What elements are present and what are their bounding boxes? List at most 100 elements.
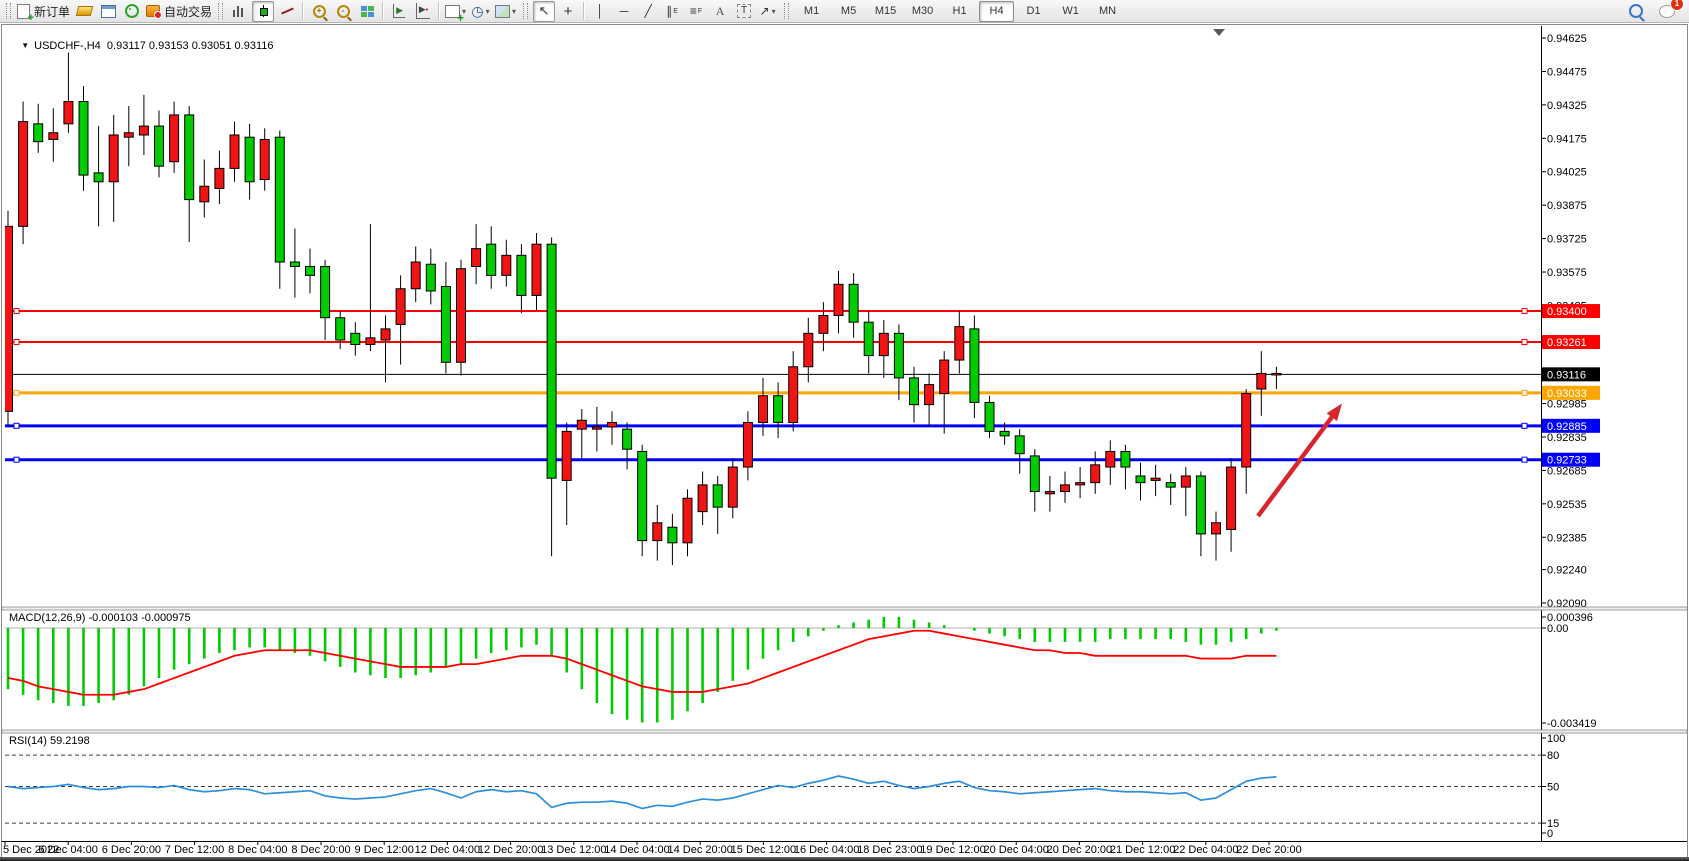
hline-handle[interactable]: [1521, 422, 1528, 429]
search-button[interactable]: [1625, 1, 1647, 22]
timeframe-w1-button[interactable]: W1: [1062, 4, 1079, 17]
text-icon: A: [715, 3, 725, 18]
trend-arrow-annotation[interactable]: [1256, 410, 1338, 518]
trend-arrow-head: [1326, 403, 1342, 422]
timeframe-m30-button[interactable]: M30: [911, 4, 934, 17]
symbol-collapse-icon[interactable]: ▼: [21, 41, 30, 50]
chart-shift-marker[interactable]: [1213, 29, 1225, 36]
zoom-out-button[interactable]: -: [332, 1, 354, 22]
trendline-button[interactable]: ╱: [637, 1, 659, 22]
chart-symbol-label: USDCHF-,H4: [34, 40, 101, 52]
periods-clock-icon: ◷: [471, 2, 484, 19]
zoom-out-icon: -: [336, 4, 352, 21]
bar-chart-icon: [233, 5, 245, 17]
svg-text:0.92835: 0.92835: [1547, 432, 1587, 444]
indicators-icon: +: [445, 4, 464, 24]
zoom-in-icon: +: [312, 4, 328, 21]
crosshair-button[interactable]: +: [557, 1, 579, 22]
indicators-button[interactable]: + ▾: [444, 1, 468, 24]
chart-canvas[interactable]: 0.94625 0.94475 0.94325 0.94175 0.94025 0.938…: [0, 24, 1689, 861]
toolbar-grip[interactable]: [218, 3, 224, 19]
toolbar-grip[interactable]: [784, 3, 790, 19]
hline-handle[interactable]: [1521, 389, 1528, 396]
toolbar-grip[interactable]: [523, 3, 529, 19]
svg-text:21 Dec 12:00: 21 Dec 12:00: [1110, 844, 1175, 856]
candles[interactable]: [4, 52, 1282, 566]
timeframe-m5-button[interactable]: M5: [840, 4, 857, 17]
templates-button[interactable]: ▾: [494, 1, 518, 22]
periods-button[interactable]: ◷ ▾: [470, 1, 492, 22]
channel-button[interactable]: ∥ E: [661, 1, 683, 22]
timeframe-h1-button[interactable]: H1: [952, 4, 967, 17]
vertical-line-button[interactable]: │: [589, 1, 611, 22]
timeframe-h4-button[interactable]: H4: [979, 0, 1015, 22]
new-order-button[interactable]: + 新订单: [16, 1, 71, 23]
svg-text:0.93033: 0.93033: [1547, 388, 1587, 400]
equidistant-channel-icon: ∥: [666, 4, 673, 18]
horizontal-level-lines[interactable]: [5, 308, 1541, 463]
cursor-icon: ↖: [538, 3, 550, 18]
svg-text:0.93116: 0.93116: [1547, 369, 1586, 381]
candlestick-chart-button[interactable]: [252, 0, 275, 22]
text-label-button[interactable]: T: [733, 1, 755, 22]
timeframe-d1-button[interactable]: D1: [1026, 4, 1041, 17]
price-badge: [1542, 367, 1600, 382]
bar-chart-button[interactable]: [228, 1, 250, 22]
indicators-dropdown-caret: ▾: [462, 6, 467, 16]
svg-text:18 Dec 23:00: 18 Dec 23:00: [857, 844, 922, 856]
svg-text:16 Dec 04:00: 16 Dec 04:00: [794, 844, 859, 856]
chat-button[interactable]: 1: [1656, 0, 1684, 22]
hline-handle[interactable]: [1521, 339, 1528, 346]
svg-text:0.92385: 0.92385: [1547, 532, 1587, 544]
toolbar-separator: [438, 2, 441, 20]
arrows-dropdown-caret: ▾: [771, 6, 776, 16]
pane-separator[interactable]: [1, 729, 1688, 734]
svg-text:22 Dec 04:00: 22 Dec 04:00: [1173, 844, 1238, 856]
svg-text:0.93400: 0.93400: [1547, 306, 1587, 318]
svg-text:0.94025: 0.94025: [1547, 167, 1587, 179]
hline-handle[interactable]: [13, 456, 20, 463]
hline-handle[interactable]: [13, 422, 20, 429]
toolbar-grip[interactable]: [6, 3, 11, 19]
svg-text:5 Dec 2022: 5 Dec 2022: [3, 844, 59, 856]
svg-text:0.93575: 0.93575: [1547, 267, 1587, 279]
autotrade-label: 自动交易: [164, 4, 213, 19]
arrows-button[interactable]: ↗ ▾: [757, 1, 779, 22]
price-badge: [1542, 418, 1600, 433]
svg-text:0.94475: 0.94475: [1547, 66, 1587, 78]
svg-text:12 Dec 04:00: 12 Dec 04:00: [415, 844, 480, 856]
timeframe-mn-button[interactable]: MN: [1099, 4, 1117, 17]
timeframe-m1-button[interactable]: M1: [803, 4, 820, 17]
gold-icon: [75, 6, 93, 16]
arrows-icon: ↗: [759, 4, 770, 18]
hline-handle[interactable]: [1521, 456, 1528, 463]
notification-badge: 1: [1670, 0, 1684, 11]
zoom-in-button[interactable]: +: [308, 1, 330, 22]
rsi-line: [7, 775, 1277, 810]
window-bottom-edge: [0, 857, 1689, 861]
svg-text:0: 0: [1547, 828, 1553, 840]
svg-text:6 Dec 04:00: 6 Dec 04:00: [39, 844, 98, 856]
timeframe-m15-button[interactable]: M15: [874, 4, 897, 17]
horizontal-line-button[interactable]: ─: [613, 1, 635, 22]
cursor-button[interactable]: ↖: [533, 0, 556, 22]
text-button[interactable]: A: [709, 1, 731, 22]
hline-handle[interactable]: [13, 308, 20, 315]
new-chart-button[interactable]: [97, 1, 119, 22]
text-label-icon: T: [737, 4, 752, 18]
hline-handle[interactable]: [13, 389, 20, 396]
hline-handle[interactable]: [13, 339, 20, 346]
toolbar-separator: [302, 2, 305, 20]
auto-scroll-button[interactable]: ▶: [388, 1, 410, 22]
fibonacci-sub-label: F: [697, 7, 703, 15]
fibonacci-button[interactable]: ≡ F: [685, 1, 707, 22]
signal-button[interactable]: [121, 1, 143, 22]
pane-separator[interactable]: [1, 606, 1688, 611]
line-chart-button[interactable]: [276, 1, 298, 22]
auto-scroll-icon: ▶: [393, 4, 405, 18]
hline-handle[interactable]: [1521, 308, 1528, 315]
chart-shift-button[interactable]: ▶•: [412, 1, 434, 22]
gold-button[interactable]: [73, 1, 95, 22]
autotrade-button[interactable]: 自动交易: [145, 1, 213, 22]
tile-windows-button[interactable]: [356, 1, 378, 22]
